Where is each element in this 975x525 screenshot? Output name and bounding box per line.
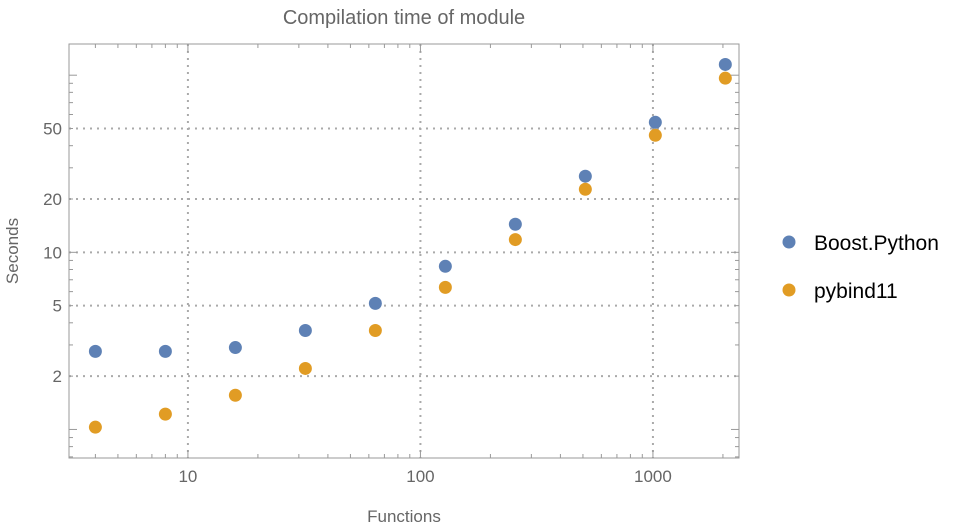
data-points: [88, 57, 732, 434]
x-tick-label: 1000: [634, 467, 672, 486]
point-boost-python: [508, 217, 522, 231]
point-pybind11: [648, 128, 662, 142]
legend: Boost.Python pybind11: [782, 232, 939, 303]
point-pybind11: [298, 361, 312, 375]
chart-title: Compilation time of module: [283, 7, 525, 29]
y-tick-label: 20: [43, 190, 62, 209]
point-pybind11: [368, 323, 382, 337]
legend-label-pybind11: pybind11: [814, 280, 898, 303]
point-boost-python: [648, 115, 662, 129]
point-boost-python: [368, 296, 382, 310]
legend-marker-pybind11: [782, 283, 796, 297]
x-tick-label: 100: [406, 467, 434, 486]
x-tick-label: 10: [178, 467, 197, 486]
point-boost-python: [718, 57, 732, 71]
y-axis-label: Seconds: [3, 218, 22, 284]
legend-label-boost-python: Boost.Python: [814, 232, 939, 255]
y-tick-label: 2: [53, 367, 62, 386]
point-boost-python: [158, 344, 172, 358]
y-tick-label: 50: [43, 120, 62, 139]
point-boost-python: [228, 341, 242, 355]
plot-frame: [68, 43, 740, 459]
point-pybind11: [718, 71, 732, 85]
x-axis-label: Functions: [367, 507, 441, 525]
point-pybind11: [578, 182, 592, 196]
point-pybind11: [438, 280, 452, 294]
point-pybind11: [158, 407, 172, 421]
point-boost-python: [88, 344, 102, 358]
point-pybind11: [228, 388, 242, 402]
point-pybind11: [508, 233, 522, 247]
point-boost-python: [298, 323, 312, 337]
point-boost-python: [438, 259, 452, 273]
point-boost-python: [578, 169, 592, 183]
axis-ticks: 10 100 1000 2 5 10 20 50: [43, 44, 739, 486]
point-pybind11: [88, 420, 102, 434]
legend-marker-boost-python: [782, 235, 796, 249]
grid: [69, 44, 739, 458]
y-tick-label: 5: [53, 297, 62, 316]
y-tick-label: 10: [43, 243, 62, 262]
